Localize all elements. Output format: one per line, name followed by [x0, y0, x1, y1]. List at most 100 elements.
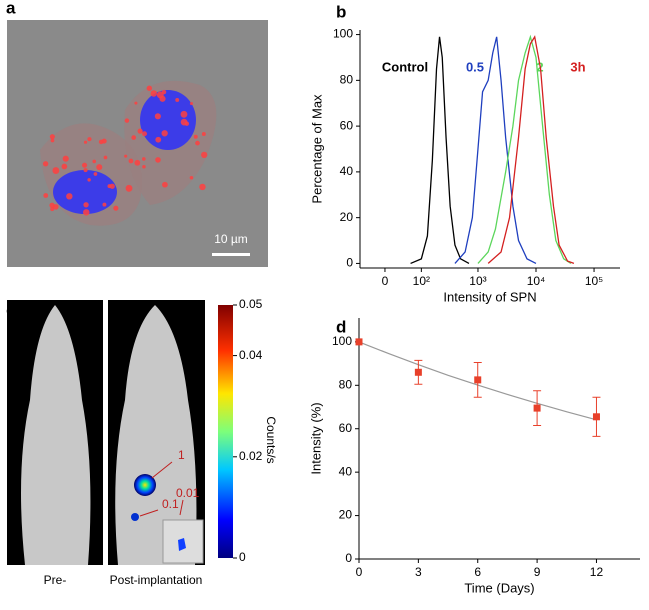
y-tick-label: 100: [333, 27, 353, 41]
particle: [155, 136, 162, 143]
y-axis-label: Intensity (%): [308, 402, 323, 474]
particle: [103, 155, 108, 160]
particle: [49, 134, 55, 140]
colorbar-tick-label: 0: [239, 550, 246, 564]
particle: [146, 85, 153, 91]
x-axis-label: Intensity of SPN: [443, 289, 536, 304]
particle: [124, 118, 130, 123]
particle: [201, 132, 206, 136]
particle: [128, 158, 134, 164]
annotation: 0.01: [176, 486, 200, 500]
panel-label: a: [6, 0, 16, 17]
particle: [98, 139, 104, 145]
particle: [193, 134, 198, 139]
particle: [161, 130, 168, 137]
data-point: [533, 404, 541, 412]
particle: [82, 209, 90, 216]
particle: [87, 178, 91, 182]
particle: [52, 167, 60, 174]
particle: [162, 181, 168, 188]
particle: [125, 184, 133, 192]
particle: [53, 204, 59, 210]
y-tick-label: 20: [339, 508, 353, 522]
y-tick-label: 60: [340, 118, 354, 132]
particle: [159, 95, 166, 102]
series-label: Control: [382, 59, 428, 74]
signal-spot: [131, 513, 139, 521]
x-tick-label: 0: [356, 565, 363, 579]
histogram-line: [410, 36, 470, 265]
x-tick-label: 9: [534, 565, 541, 579]
mouse: [115, 305, 197, 565]
particle: [155, 157, 161, 163]
data-point: [474, 376, 482, 384]
particle: [142, 164, 146, 169]
scale-bar: [212, 253, 250, 256]
colorbar-tick-label: 0.04: [239, 348, 263, 362]
signal-spot: [134, 474, 156, 496]
particle: [141, 157, 146, 161]
annotation: 0.1: [162, 497, 179, 511]
imaging-panel: 1 0.1 0.01 Pre- Post-implantation Counts…: [7, 300, 278, 587]
histogram-line: [487, 35, 575, 265]
x-tick-label: 10³: [469, 274, 486, 288]
particle: [83, 202, 89, 208]
y-tick-label: 40: [339, 464, 353, 478]
particle: [134, 159, 141, 166]
particle: [96, 164, 103, 171]
y-tick-label: 20: [340, 210, 354, 224]
particle: [201, 151, 208, 159]
x-axis-label: Time (Days): [464, 580, 534, 595]
particle: [93, 172, 98, 176]
panel-label: d: [336, 317, 346, 336]
x-tick-label: 0: [382, 274, 389, 288]
x-tick-label: 3: [415, 565, 422, 579]
particle: [50, 138, 55, 143]
particle: [92, 159, 97, 164]
particle: [113, 205, 119, 211]
particle: [180, 118, 188, 126]
x-tick-label: 10⁵: [585, 274, 603, 288]
y-tick-label: 0: [345, 551, 352, 565]
histogram-line: [454, 36, 537, 265]
caption: Post-implantation: [110, 573, 203, 587]
annotation: 1: [178, 448, 185, 462]
data-point: [592, 413, 600, 421]
particle: [124, 154, 128, 158]
particle: [102, 202, 107, 207]
arrow: [139, 509, 159, 517]
y-tick-label: 80: [340, 73, 354, 87]
histogram-line: [477, 34, 572, 264]
data-point: [355, 338, 363, 346]
y-axis-label: Percentage of Max: [309, 94, 324, 204]
series-label: 0.5: [466, 59, 484, 74]
particle: [180, 110, 188, 118]
particle: [81, 162, 88, 168]
colorbar-tick-label: 0.02: [239, 449, 263, 463]
y-tick-label: 40: [340, 164, 354, 178]
mouse: [21, 305, 91, 565]
particle: [189, 101, 194, 106]
colorbar-label: Counts/s: [264, 416, 278, 463]
colorbar: [218, 305, 233, 558]
x-tick-label: 10²: [413, 274, 430, 288]
arrow: [151, 461, 173, 479]
particle: [154, 113, 161, 120]
particle: [50, 207, 55, 212]
particle: [134, 101, 138, 105]
caption: Pre-: [44, 573, 67, 587]
particle: [83, 168, 88, 173]
x-tick-label: 6: [474, 565, 481, 579]
nucleus: [140, 90, 196, 150]
particle: [161, 89, 167, 95]
colorbar-tick-label: 0.05: [239, 297, 263, 311]
y-tick-label: 100: [332, 334, 352, 348]
y-tick-label: 60: [339, 421, 353, 435]
panel-label: b: [336, 2, 346, 21]
arrow: [179, 499, 184, 516]
particle: [66, 193, 73, 200]
microscopy-image: 10 µm: [7, 20, 268, 267]
particle: [87, 137, 92, 142]
